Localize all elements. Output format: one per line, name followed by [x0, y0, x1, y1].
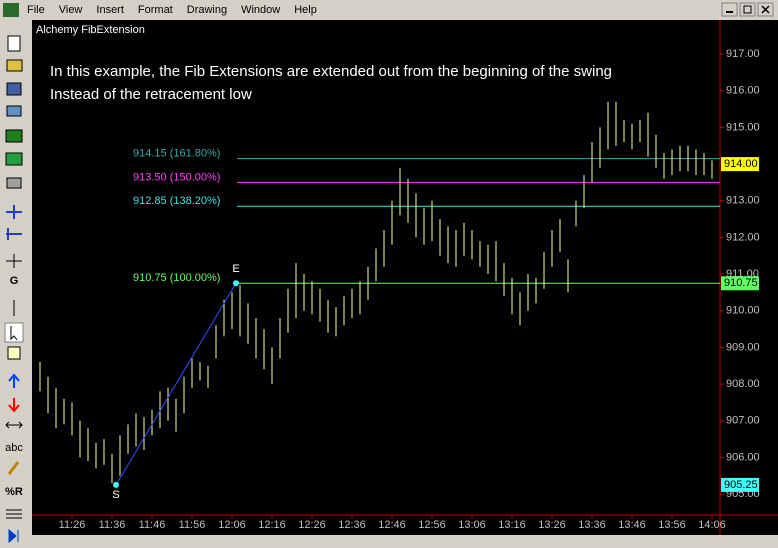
chart-title: Alchemy FibExtension [36, 24, 145, 36]
pointer-glyph [10, 326, 18, 341]
y-tick-label: 916.00 [726, 85, 760, 97]
swing-label: E [232, 263, 239, 275]
tool-up[interactable] [8, 373, 20, 388]
swing-point [113, 481, 119, 488]
y-tick-label: 908.00 [726, 378, 760, 390]
tool-end[interactable] [8, 528, 19, 544]
swing-point [233, 280, 239, 287]
tool-print[interactable] [6, 177, 22, 189]
y-tick-label: 906.00 [726, 451, 760, 463]
tool-pen[interactable] [7, 461, 20, 475]
fib-label: 914.15 (161.80%) [133, 148, 220, 160]
x-tick-label: 14:06 [698, 519, 726, 531]
tool-cross[interactable] [6, 254, 22, 268]
price-marker-label: 905.25 [724, 479, 758, 491]
y-tick-label: 909.00 [726, 341, 760, 353]
toolbar: G abc %R [0, 20, 31, 548]
menu-item[interactable]: View [59, 4, 83, 16]
fib-label: 913.50 (150.00%) [133, 171, 220, 183]
close-glyph [761, 5, 770, 14]
x-tick-label: 12:56 [418, 519, 446, 531]
x-tick-label: 12:36 [338, 519, 366, 531]
chart-bg [32, 20, 778, 535]
menu-bar: File View Insert Format Drawing Window Help [27, 4, 317, 16]
tool-chart2[interactable] [5, 152, 23, 166]
y-tick-label: 910.00 [726, 305, 760, 317]
x-tick-label: 13:16 [498, 519, 526, 531]
plot: 914.15 (161.80%) 913.50 (150.00%) 912.85 (… [39, 101, 720, 501]
menu-item[interactable]: Insert [96, 4, 124, 16]
annotation: Instead of the retracement low [50, 86, 252, 103]
scrollbar[interactable] [32, 536, 778, 548]
tool-scroll[interactable] [6, 228, 22, 240]
price-marker [721, 157, 759, 172]
x-tick-label: 11:56 [179, 519, 206, 531]
x-tick-label: 12:06 [218, 519, 246, 531]
swing-line [115, 283, 237, 486]
y-tick-label: 912.00 [726, 231, 760, 243]
app-icon[interactable] [3, 3, 19, 17]
annotation: In this example, the Fib Extensions are … [50, 63, 612, 80]
tool-g[interactable]: G [10, 275, 19, 287]
menu-item[interactable]: Help [294, 4, 317, 16]
minimize[interactable] [721, 2, 738, 17]
menu-item[interactable]: Window [241, 4, 280, 16]
x-tick-label: 12:16 [258, 519, 286, 531]
x-tick-label: 13:06 [458, 519, 486, 531]
menu-item[interactable]: Drawing [187, 4, 227, 16]
restore[interactable] [739, 2, 756, 17]
x-tick-label: 11:46 [139, 519, 166, 531]
x-tick-label: 11:36 [99, 519, 126, 531]
tool-text[interactable]: abc [5, 442, 23, 454]
price-marker [721, 276, 759, 291]
x-tick-label: 13:46 [618, 519, 646, 531]
x-tick-label: 13:26 [538, 519, 566, 531]
tool-hline[interactable] [5, 421, 23, 429]
tool-window[interactable] [6, 105, 22, 117]
price-marker [721, 477, 759, 492]
tool-note[interactable] [7, 346, 21, 360]
x-tick-label: 13:36 [578, 519, 606, 531]
y-tick-label: 913.00 [726, 195, 760, 207]
tool-pctr[interactable]: %R [5, 486, 23, 498]
fib-label: 910.75 (100.00%) [133, 272, 220, 284]
x-tick-label: 11:26 [59, 519, 86, 531]
tool-chart[interactable] [5, 129, 23, 143]
x-tick-label: 12:26 [298, 519, 326, 531]
tool-lines[interactable] [6, 509, 22, 519]
fib-label: 912.85 (138.20%) [133, 195, 220, 207]
tool-open[interactable] [6, 59, 23, 72]
y-tick-label: 917.00 [726, 48, 760, 60]
restore-glyph [743, 5, 752, 14]
tool-new[interactable] [7, 35, 21, 52]
window-controls [721, 2, 774, 17]
price-marker-label: 914.00 [724, 158, 758, 170]
y-tick-label: 907.00 [726, 415, 760, 427]
tool-zoom[interactable] [6, 205, 22, 219]
tool-save[interactable] [6, 82, 22, 96]
y-tick-label: 915.00 [726, 121, 760, 133]
menu-item[interactable]: File [27, 4, 45, 16]
price-marker-label: 910.75 [724, 277, 758, 289]
swing-label: S [112, 489, 119, 501]
x-tick-label: 13:56 [658, 519, 686, 531]
menu-item[interactable]: Format [138, 4, 173, 16]
tool-pointer[interactable] [4, 322, 24, 343]
x-tick-label: 12:46 [378, 519, 406, 531]
tool-down[interactable] [8, 398, 20, 413]
